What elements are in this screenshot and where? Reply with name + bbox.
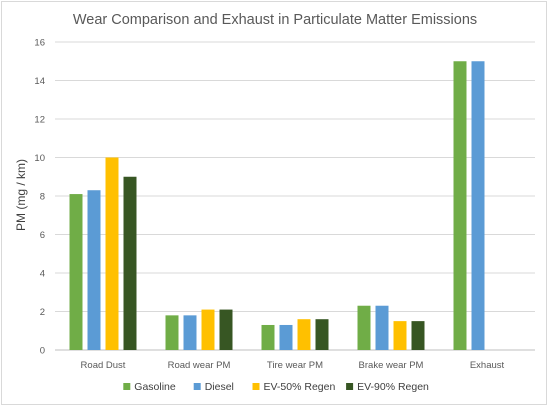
bars xyxy=(69,61,485,350)
bar-gasoline-tire-wear-pm xyxy=(261,324,275,350)
y-axis-label: PM (mg / km) xyxy=(14,159,28,231)
x-tick-label: Tire wear PM xyxy=(267,360,323,371)
y-tick-label: 6 xyxy=(40,230,45,241)
x-tick-label: Road Dust xyxy=(81,360,126,371)
bar-gasoline-exhaust xyxy=(453,61,467,350)
legend-swatch xyxy=(346,383,354,390)
bar-diesel-road-dust xyxy=(87,190,101,350)
x-tick-label: Brake wear PM xyxy=(359,360,424,371)
y-tick-label: 16 xyxy=(34,38,45,49)
legend-item-ev-50-regen: EV-50% Regen xyxy=(252,381,336,393)
bar-diesel-road-wear-pm xyxy=(183,315,197,350)
bar-diesel-tire-wear-pm xyxy=(279,324,293,350)
x-tick-label: Road wear PM xyxy=(168,360,231,371)
bar-gasoline-brake-wear-pm xyxy=(357,305,371,350)
bar-ev-50-regen-brake-wear-pm xyxy=(393,321,407,350)
legend-swatch xyxy=(123,383,131,390)
chart-title: Wear Comparison and Exhaust in Particula… xyxy=(73,12,477,28)
legend-item-diesel: Diesel xyxy=(193,381,234,393)
legend-label: Gasoline xyxy=(134,381,176,393)
y-tick-label: 12 xyxy=(34,115,45,126)
y-tick-label: 4 xyxy=(40,269,45,280)
x-axis-ticks: Road Dust Road wear PM Tire wear PM Brake w… xyxy=(81,360,505,371)
y-tick-label: 2 xyxy=(40,307,45,318)
bar-diesel-brake-wear-pm xyxy=(375,305,389,350)
bar-ev-90-regen-road-wear-pm xyxy=(219,309,233,350)
legend-swatch xyxy=(252,383,260,390)
y-tick-label: 8 xyxy=(40,192,45,203)
bar-gasoline-road-dust xyxy=(69,194,83,350)
legend-item-ev-90-regen: EV-90% Regen xyxy=(346,381,429,393)
bar-ev-50-regen-road-dust xyxy=(105,157,119,350)
bar-diesel-exhaust xyxy=(471,61,485,350)
legend-label: EV-90% Regen xyxy=(357,381,429,393)
y-tick-label: 10 xyxy=(34,153,45,164)
bar-gasoline-road-wear-pm xyxy=(165,315,179,350)
bar-ev-50-regen-tire-wear-pm xyxy=(297,319,311,350)
y-tick-label: 14 xyxy=(34,76,45,87)
y-tick-label: 0 xyxy=(40,346,45,357)
x-tick-label: Exhaust xyxy=(470,360,505,371)
legend-item-gasoline: Gasoline xyxy=(123,381,176,393)
legend-label: EV-50% Regen xyxy=(264,381,336,393)
legend: Gasoline Diesel EV-50% Regen EV-90% Regen xyxy=(123,381,429,393)
bar-ev-90-regen-tire-wear-pm xyxy=(315,319,329,350)
y-axis-ticks: 0 2 4 6 8 10 12 14 16 xyxy=(34,38,45,357)
bar-ev-50-regen-road-wear-pm xyxy=(201,309,215,350)
bar-ev-90-regen-brake-wear-pm xyxy=(411,321,425,350)
bar-ev-90-regen-road-dust xyxy=(123,176,137,350)
legend-label: Diesel xyxy=(205,381,234,393)
legend-swatch xyxy=(193,383,201,390)
